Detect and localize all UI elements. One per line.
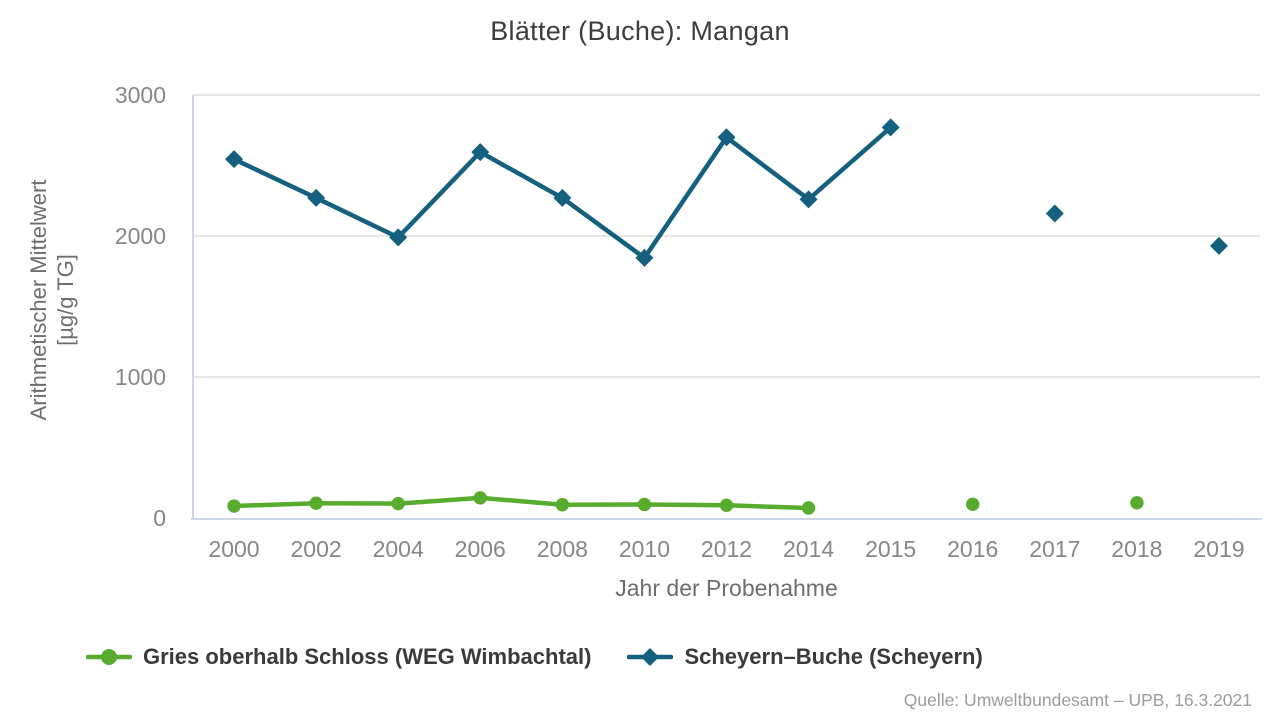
x-tick-2017: 2017 [1029, 536, 1080, 562]
data-point-2016-series-0[interactable] [966, 497, 980, 512]
data-point-2015-series-1[interactable] [881, 118, 900, 137]
x-tick-2008: 2008 [537, 536, 588, 562]
series-1-segment [642, 135, 729, 261]
y-tick-3000: 3000 [115, 82, 166, 108]
series-1-segment [395, 149, 483, 240]
x-tick-2004: 2004 [373, 536, 424, 562]
legend-label-scheyern: Scheyern–Buche (Scheyern) [684, 644, 983, 669]
legend: Gries oberhalb Schloss (WEG Wimbachtal) … [86, 644, 983, 670]
x-tick-2018: 2018 [1111, 536, 1162, 562]
series-0-segment [642, 502, 729, 508]
x-tick-2019: 2019 [1193, 536, 1244, 562]
data-point-2006-series-1[interactable] [471, 143, 490, 162]
series-1 [225, 118, 1228, 267]
data-point-2004-series-0[interactable] [391, 496, 405, 511]
x-tick-2012: 2012 [701, 536, 752, 562]
series-0-segment [478, 495, 565, 507]
series-0-segment [395, 495, 483, 506]
data-point-2014-series-1[interactable] [799, 190, 818, 209]
data-point-2018-series-0[interactable] [1130, 496, 1144, 510]
data-point-2019-series-1[interactable] [1209, 236, 1228, 255]
data-point-2010-series-0[interactable] [637, 497, 652, 512]
y-axis-title-line2: [µg/g TG] [53, 254, 78, 346]
data-point-2006-series-0[interactable] [473, 491, 487, 505]
data-point-2008-series-0[interactable] [555, 498, 570, 512]
data-point-2010-series-1[interactable] [635, 248, 654, 267]
x-tick-2010: 2010 [619, 536, 670, 562]
data-point-2000-series-0[interactable] [227, 499, 241, 513]
series-1-segment [724, 135, 811, 202]
x-tick-2000: 2000 [208, 536, 259, 562]
series-1-segment [806, 125, 893, 202]
legend-label-gries: Gries oberhalb Schloss (WEG Wimbachtal) [143, 644, 592, 669]
source-note: Quelle: Umweltbundesamt – UPB, 16.3.2021 [903, 690, 1252, 710]
data-point-2008-series-1[interactable] [553, 188, 572, 207]
data-point-2002-series-1[interactable] [307, 188, 326, 207]
data-point-2012-series-1[interactable] [717, 128, 736, 147]
x-tick-2006: 2006 [455, 536, 506, 562]
data-point-2004-series-1[interactable] [389, 228, 408, 247]
legend-item-gries[interactable]: Gries oberhalb Schloss (WEG Wimbachtal) [86, 644, 591, 670]
series-1-segment [231, 156, 319, 201]
x-tick-2002: 2002 [291, 536, 342, 562]
diamond-marker-icon [627, 648, 674, 666]
x-tick-2015: 2015 [865, 536, 916, 562]
legend-item-scheyern[interactable]: Scheyern–Buche (Scheyern) [627, 644, 983, 670]
data-point-2002-series-0[interactable] [309, 496, 323, 510]
y-tick-1000: 1000 [115, 364, 166, 390]
y-tick-2000: 2000 [115, 223, 166, 249]
chart-title: Blätter (Buche): Mangan [490, 16, 790, 46]
series-0 [227, 491, 1144, 515]
series-0-segment [231, 500, 319, 509]
x-tick-2014: 2014 [783, 536, 834, 562]
x-axis-title: Jahr der Probenahme [615, 575, 838, 601]
circle-marker-icon [86, 649, 132, 665]
series-1-segment [560, 195, 647, 261]
x-tick-2016: 2016 [947, 536, 998, 562]
series-0-segment [724, 503, 811, 511]
data-point-2012-series-0[interactable] [719, 498, 734, 513]
series-1-segment [313, 195, 401, 240]
series-1-segment [478, 149, 565, 201]
data-point-2000-series-1[interactable] [225, 150, 244, 169]
y-tick-0: 0 [153, 505, 166, 531]
data-point-2017-series-1[interactable] [1045, 204, 1064, 223]
y-axis-title-line1: Arithmetischer Mittelwert [26, 179, 51, 421]
y-axis-title: Arithmetischer Mittelwert [µg/g TG] [25, 80, 79, 520]
data-point-2014-series-0[interactable] [801, 501, 816, 515]
